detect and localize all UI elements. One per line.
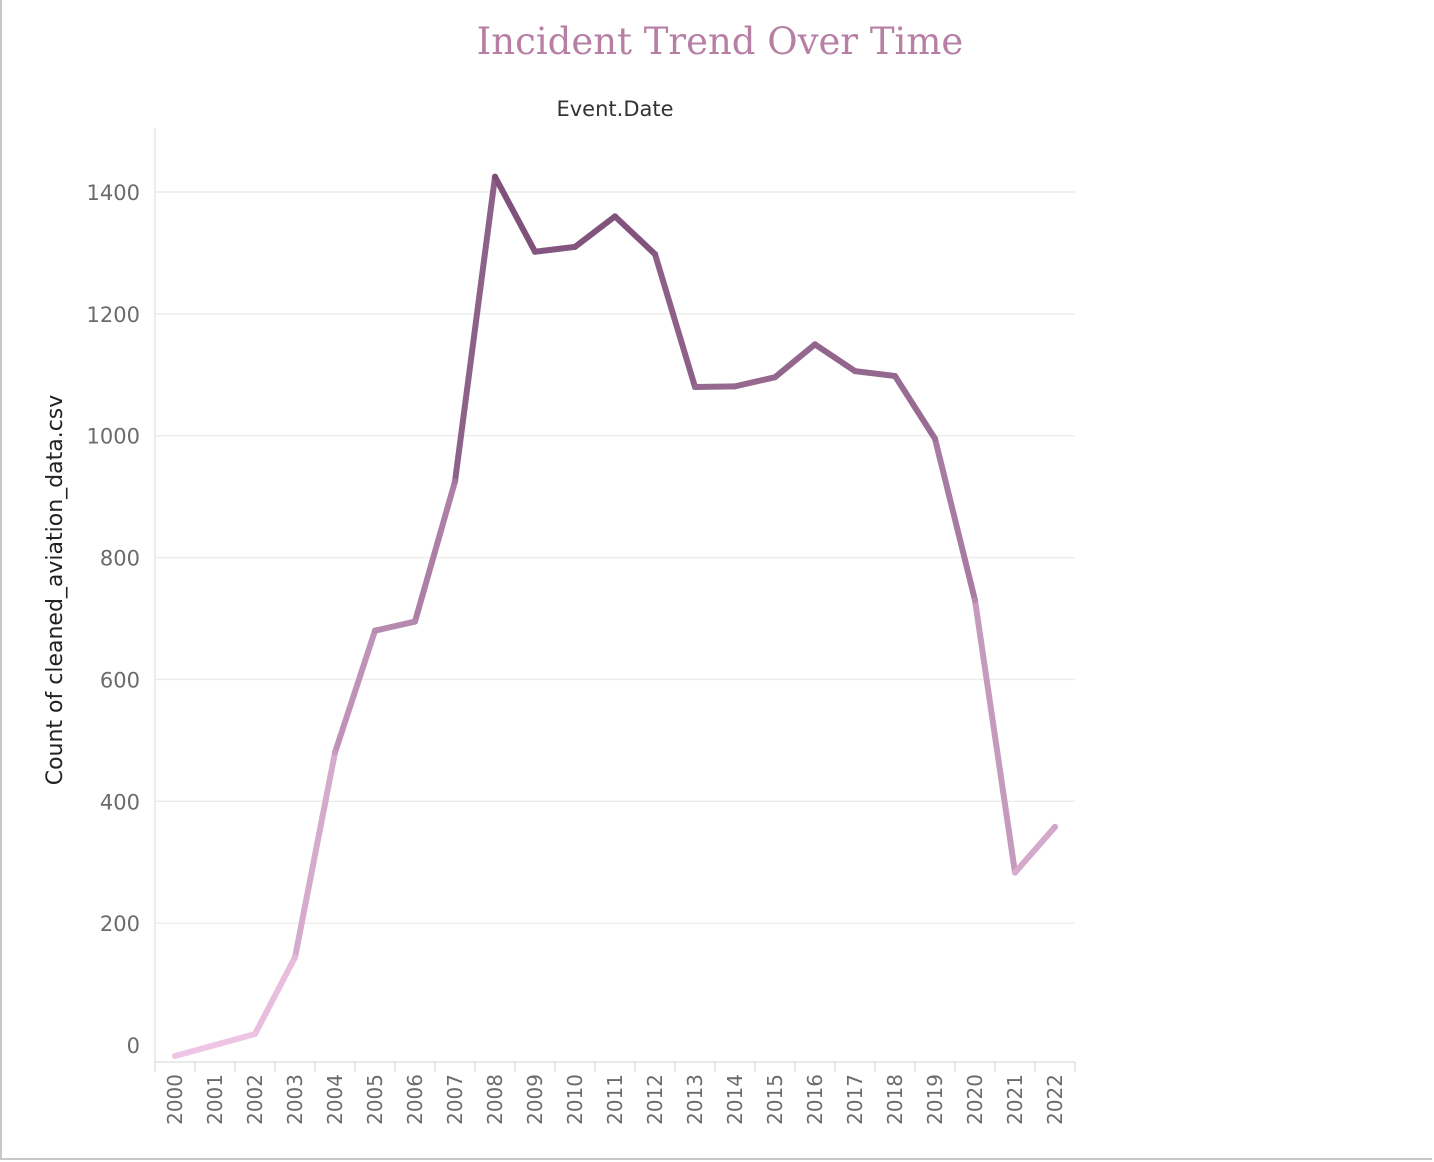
data-point-2007[interactable] (452, 478, 458, 485)
line-segment-2003-2004 (292, 749, 338, 961)
data-point-2008[interactable] (492, 173, 498, 180)
column-header: Event.Date (556, 97, 673, 121)
line-segment-2002-2003 (252, 954, 298, 1038)
data-point-2015[interactable] (772, 374, 778, 381)
chart-title: Incident Trend Over Time (477, 20, 964, 63)
x-tick-label: 2007 (443, 1074, 467, 1125)
data-point-2009[interactable] (532, 248, 538, 255)
x-tick-label: 2015 (763, 1074, 787, 1125)
data-point-2004[interactable] (332, 749, 338, 756)
x-tick-label: 2001 (203, 1074, 227, 1125)
data-point-2018[interactable] (892, 373, 898, 380)
x-tick-label: 2013 (683, 1074, 707, 1125)
data-point-2006[interactable] (412, 618, 418, 625)
line-segment-2021-2022 (1012, 823, 1058, 876)
line-segment-2000-2001 (172, 1042, 218, 1059)
data-point-2014[interactable] (732, 383, 738, 390)
line-segment-2015-2016 (772, 341, 818, 381)
line-segment-2016-2017 (812, 341, 858, 375)
line-segment-2006-2007 (412, 478, 458, 625)
y-tick-label: 400 (100, 790, 140, 814)
data-point-2010[interactable] (572, 243, 578, 250)
y-tick-label: 1400 (87, 181, 140, 205)
x-tick-label: 2020 (963, 1074, 987, 1125)
line-segment-2001-2002 (212, 1031, 258, 1048)
y-tick-label: 1000 (87, 425, 140, 449)
x-tick-label: 2004 (323, 1074, 347, 1125)
line-segment-2018-2019 (892, 373, 938, 442)
data-point-2020[interactable] (972, 597, 978, 604)
line-segment-2019-2020 (932, 435, 978, 604)
x-tick-label: 2014 (723, 1074, 747, 1125)
x-tick-label: 2018 (883, 1074, 907, 1125)
y-axis-label: Count of cleaned_aviation_data.csv (43, 395, 68, 786)
y-tick-label: 200 (100, 912, 140, 936)
x-tick-label: 2002 (243, 1074, 267, 1125)
x-tick-label: 2010 (563, 1074, 587, 1125)
x-tick-label: 2006 (403, 1074, 427, 1125)
data-point-2016[interactable] (812, 341, 818, 348)
y-tick-label: 600 (100, 668, 140, 692)
x-tick-label: 2009 (523, 1074, 547, 1125)
line-segment-2020-2021 (972, 597, 1018, 876)
series-line (172, 173, 1058, 1059)
x-axis-ticks: 2000 2001 2002 2003 2004 2005 2006 2007 2008 2009… (154, 1062, 1076, 1125)
line-segment-2009-2010 (532, 243, 578, 255)
line-segment-2011-2012 (612, 213, 658, 258)
data-point-2005[interactable] (372, 627, 378, 634)
x-tick-label: 2011 (603, 1074, 627, 1125)
line-segment-2010-2011 (572, 213, 618, 250)
y-axis-ticks: 0 200 400 600 800 1000 1200 1400 (87, 181, 140, 1058)
x-tick-label: 2008 (483, 1074, 507, 1125)
x-tick-label: 2017 (843, 1074, 867, 1125)
data-point-2021[interactable] (1012, 869, 1018, 876)
x-tick-label: 2012 (643, 1074, 667, 1125)
data-point-2013[interactable] (692, 383, 698, 390)
line-segment-2013-2014 (692, 383, 738, 390)
x-tick-label: 2003 (283, 1074, 307, 1125)
y-tick-label: 1200 (87, 303, 140, 327)
grid-layer (154, 128, 1075, 1063)
data-point-2012[interactable] (652, 251, 658, 258)
data-point-2002[interactable] (252, 1031, 258, 1038)
data-point-2022[interactable] (1052, 823, 1058, 830)
data-point-2011[interactable] (612, 213, 618, 220)
data-point-2017[interactable] (852, 368, 858, 375)
line-segment-2014-2015 (732, 374, 778, 390)
line-segment-2012-2013 (652, 251, 698, 390)
x-tick-label: 2000 (163, 1074, 187, 1125)
x-tick-label: 2019 (923, 1074, 947, 1125)
data-point-2019[interactable] (932, 435, 938, 442)
data-point-2001[interactable] (212, 1042, 218, 1048)
x-tick-label: 2021 (1003, 1074, 1027, 1125)
x-tick-label: 2005 (363, 1074, 387, 1125)
y-tick-label: 0 (127, 1034, 140, 1058)
x-tick-label: 2022 (1043, 1074, 1067, 1125)
line-segment-2017-2018 (852, 368, 898, 380)
line-segment-2005-2006 (372, 618, 418, 634)
line-segment-2007-2008 (452, 173, 498, 485)
data-point-2003[interactable] (292, 954, 298, 961)
line-segment-2004-2005 (332, 627, 378, 756)
line-segment-2008-2009 (492, 173, 538, 255)
x-tick-label: 2016 (803, 1074, 827, 1125)
data-point-2000[interactable] (172, 1052, 178, 1059)
y-tick-label: 800 (100, 547, 140, 571)
